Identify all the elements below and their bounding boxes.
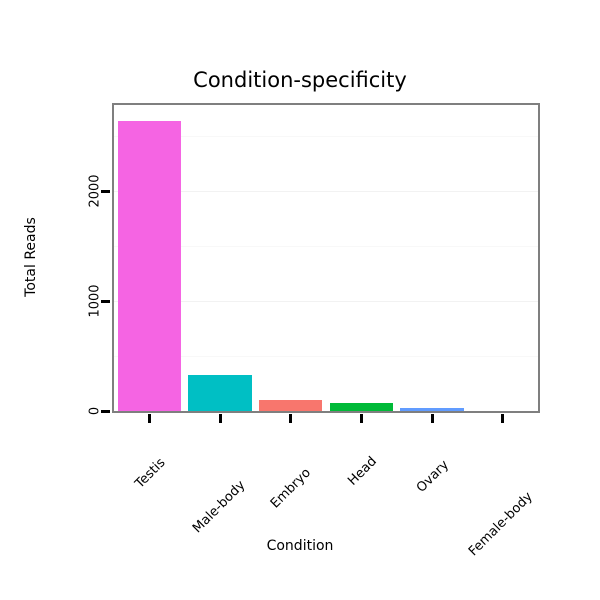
y-tick-label: 0: [87, 406, 103, 416]
gridline-major: [114, 301, 538, 302]
gridline-minor: [114, 356, 538, 357]
x-tick-label: Embryo: [267, 465, 314, 512]
x-tick-mark: [501, 414, 505, 423]
x-tick-mark: [218, 414, 222, 423]
y-tick-mark: [101, 299, 110, 303]
x-tick-label: Ovary: [413, 457, 453, 496]
gridline-minor: [114, 246, 538, 247]
x-tick-mark: [289, 414, 293, 423]
gridline-major: [114, 191, 538, 192]
bar: [329, 402, 394, 411]
x-tick-mark: [430, 414, 434, 423]
x-tick-label: Male-body: [189, 477, 249, 537]
x-tick-mark: [147, 414, 151, 423]
bar: [117, 121, 182, 411]
bar: [400, 408, 464, 411]
y-tick-mark: [101, 409, 110, 413]
x-tick-mark: [359, 414, 363, 423]
y-tick-mark: [101, 189, 110, 193]
x-tick-label: Head: [345, 454, 380, 489]
bar: [258, 400, 323, 411]
x-axis-title: Condition: [266, 538, 334, 554]
y-axis-title-text: Total Reads: [23, 217, 39, 297]
gridline-minor: [114, 136, 538, 137]
y-tick-label: 2000: [87, 174, 103, 208]
bar: [188, 375, 252, 411]
chart-title: Condition-specificity: [193, 68, 407, 92]
plot-area: [114, 105, 538, 411]
x-tick-label: Testis: [132, 455, 169, 492]
y-tick-label: 1000: [87, 284, 103, 318]
plot-panel: [112, 103, 540, 413]
